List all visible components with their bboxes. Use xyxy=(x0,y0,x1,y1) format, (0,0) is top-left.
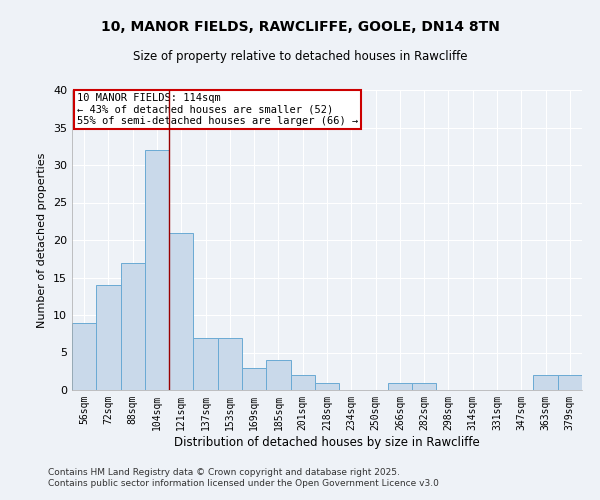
Bar xyxy=(96,285,121,390)
Bar xyxy=(145,150,169,390)
Text: 10 MANOR FIELDS: 114sqm
← 43% of detached houses are smaller (52)
55% of semi-de: 10 MANOR FIELDS: 114sqm ← 43% of detache… xyxy=(77,93,358,126)
Text: Size of property relative to detached houses in Rawcliffe: Size of property relative to detached ho… xyxy=(133,50,467,63)
Bar xyxy=(266,360,290,390)
Bar xyxy=(290,375,315,390)
Bar xyxy=(169,232,193,390)
Bar xyxy=(218,338,242,390)
Bar xyxy=(121,262,145,390)
Y-axis label: Number of detached properties: Number of detached properties xyxy=(37,152,47,328)
Bar xyxy=(193,338,218,390)
Text: 10, MANOR FIELDS, RAWCLIFFE, GOOLE, DN14 8TN: 10, MANOR FIELDS, RAWCLIFFE, GOOLE, DN14… xyxy=(101,20,499,34)
Bar xyxy=(242,368,266,390)
Bar xyxy=(558,375,582,390)
Bar xyxy=(533,375,558,390)
Bar xyxy=(72,322,96,390)
Bar xyxy=(412,382,436,390)
Text: Contains HM Land Registry data © Crown copyright and database right 2025.
Contai: Contains HM Land Registry data © Crown c… xyxy=(48,468,439,487)
Bar xyxy=(388,382,412,390)
X-axis label: Distribution of detached houses by size in Rawcliffe: Distribution of detached houses by size … xyxy=(174,436,480,448)
Bar xyxy=(315,382,339,390)
